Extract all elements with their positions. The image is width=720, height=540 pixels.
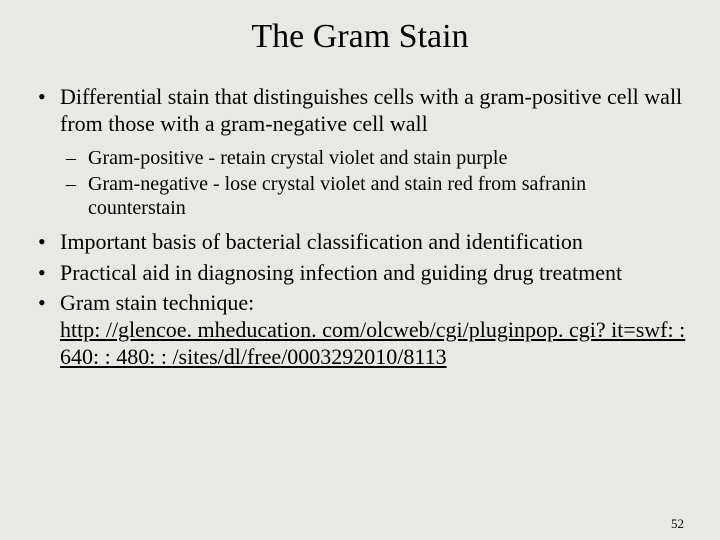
sub-bullet-list: Gram-positive - retain crystal violet an… [60, 146, 688, 221]
bullet-text: Differential stain that distinguishes ce… [60, 84, 682, 136]
slide-title: The Gram Stain [32, 18, 688, 56]
bullet-list: Differential stain that distinguishes ce… [32, 84, 688, 371]
link-text[interactable]: http: //glencoe. mheducation. com/olcweb… [60, 317, 685, 369]
bullet-text: Gram stain technique: [60, 290, 254, 315]
page-number: 52 [671, 516, 684, 532]
bullet-item: Differential stain that distinguishes ce… [32, 84, 688, 221]
bullet-item: Important basis of bacterial classificat… [32, 229, 688, 256]
sub-bullet-item: Gram-negative - lose crystal violet and … [60, 172, 688, 221]
bullet-item: Practical aid in diagnosing infection an… [32, 260, 688, 287]
bullet-item: Gram stain technique: http: //glencoe. m… [32, 290, 688, 370]
sub-bullet-item: Gram-positive - retain crystal violet an… [60, 146, 688, 170]
